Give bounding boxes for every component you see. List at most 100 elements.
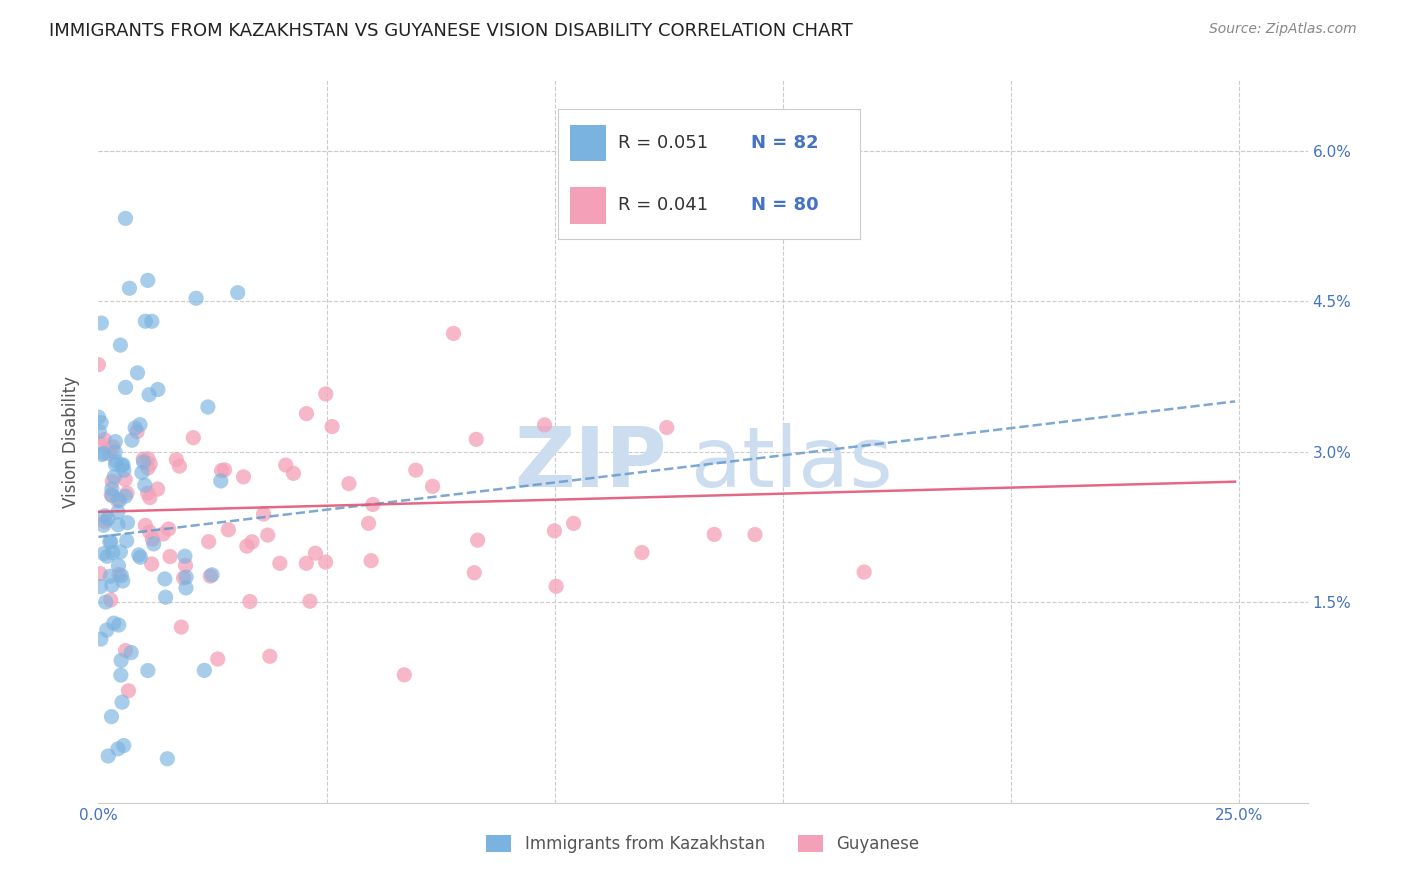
Point bbox=[101, 546, 124, 560]
Point bbox=[129, 550, 152, 565]
Point bbox=[120, 646, 142, 660]
Point bbox=[136, 486, 159, 500]
Text: IMMIGRANTS FROM KAZAKHSTAN VS GUYANESE VISION DISABILITY CORRELATION CHART: IMMIGRANTS FROM KAZAKHSTAN VS GUYANESE V… bbox=[49, 22, 853, 40]
Point bbox=[127, 425, 149, 439]
Point bbox=[107, 505, 129, 519]
Point bbox=[360, 554, 382, 568]
Point bbox=[200, 569, 222, 583]
Point bbox=[174, 558, 197, 573]
Point bbox=[107, 517, 129, 532]
Point bbox=[136, 664, 159, 678]
Point bbox=[118, 281, 141, 295]
Point bbox=[101, 489, 124, 503]
Point bbox=[90, 632, 112, 646]
Point bbox=[100, 535, 122, 549]
Point bbox=[165, 452, 187, 467]
Point bbox=[141, 314, 163, 328]
Point bbox=[209, 474, 232, 488]
Point bbox=[96, 623, 118, 637]
Point bbox=[114, 380, 136, 394]
Point bbox=[240, 534, 263, 549]
Point bbox=[146, 482, 169, 496]
Point bbox=[94, 508, 117, 523]
Point bbox=[256, 528, 278, 542]
Point bbox=[465, 433, 488, 447]
Point bbox=[104, 458, 127, 472]
Point bbox=[100, 593, 122, 607]
Point bbox=[197, 400, 219, 414]
Point bbox=[105, 493, 128, 508]
Point bbox=[546, 579, 568, 593]
Point bbox=[87, 410, 110, 425]
Point bbox=[443, 326, 465, 341]
Point bbox=[155, 591, 177, 605]
Point bbox=[93, 518, 115, 533]
Point bbox=[129, 417, 152, 432]
Text: atlas: atlas bbox=[690, 423, 893, 504]
Legend: Immigrants from Kazakhstan, Guyanese: Immigrants from Kazakhstan, Guyanese bbox=[479, 828, 927, 860]
Point bbox=[131, 466, 153, 480]
Point bbox=[103, 469, 125, 483]
Point bbox=[112, 739, 135, 753]
Point bbox=[100, 488, 122, 502]
Point bbox=[252, 507, 274, 521]
Point bbox=[115, 533, 138, 548]
Point bbox=[159, 549, 181, 564]
Point bbox=[744, 527, 766, 541]
Point bbox=[337, 476, 360, 491]
Point bbox=[136, 451, 159, 466]
Point bbox=[89, 566, 111, 581]
Y-axis label: Vision Disability: Vision Disability bbox=[62, 376, 80, 508]
Point bbox=[111, 574, 134, 588]
Point bbox=[107, 618, 129, 632]
Point bbox=[127, 366, 149, 380]
Point bbox=[315, 387, 337, 401]
Point bbox=[174, 570, 197, 584]
Point bbox=[169, 459, 191, 474]
Point bbox=[239, 594, 262, 608]
Text: ZIP: ZIP bbox=[515, 423, 666, 504]
Point bbox=[101, 482, 124, 496]
Point bbox=[141, 557, 163, 571]
Point bbox=[193, 664, 215, 678]
Point bbox=[115, 486, 138, 500]
Point bbox=[211, 464, 233, 478]
Point bbox=[87, 358, 110, 372]
Point bbox=[110, 338, 132, 352]
Point bbox=[136, 273, 159, 287]
Point bbox=[93, 433, 115, 447]
Point bbox=[304, 546, 326, 560]
Point bbox=[114, 643, 136, 657]
Point bbox=[184, 291, 207, 305]
Point bbox=[128, 548, 150, 562]
Point bbox=[136, 461, 159, 475]
Point bbox=[361, 498, 384, 512]
Point bbox=[463, 566, 485, 580]
Point bbox=[104, 445, 127, 459]
Point bbox=[283, 467, 305, 481]
Point bbox=[295, 557, 318, 571]
Point bbox=[110, 545, 132, 559]
Point bbox=[170, 620, 193, 634]
Point bbox=[357, 516, 380, 531]
Point bbox=[121, 434, 143, 448]
Point bbox=[111, 695, 134, 709]
Point bbox=[232, 470, 254, 484]
Point bbox=[91, 448, 114, 462]
Point bbox=[174, 549, 197, 564]
Point bbox=[94, 595, 117, 609]
Point bbox=[298, 594, 321, 608]
Point bbox=[269, 557, 291, 571]
Point bbox=[467, 533, 489, 548]
Point bbox=[107, 741, 129, 756]
Point bbox=[214, 463, 236, 477]
Point bbox=[236, 539, 259, 553]
Point bbox=[533, 417, 555, 432]
Point bbox=[173, 571, 195, 585]
Point bbox=[142, 537, 165, 551]
Point bbox=[394, 668, 416, 682]
Point bbox=[134, 478, 156, 492]
Point bbox=[259, 649, 281, 664]
Point bbox=[146, 383, 169, 397]
Point bbox=[543, 524, 565, 538]
